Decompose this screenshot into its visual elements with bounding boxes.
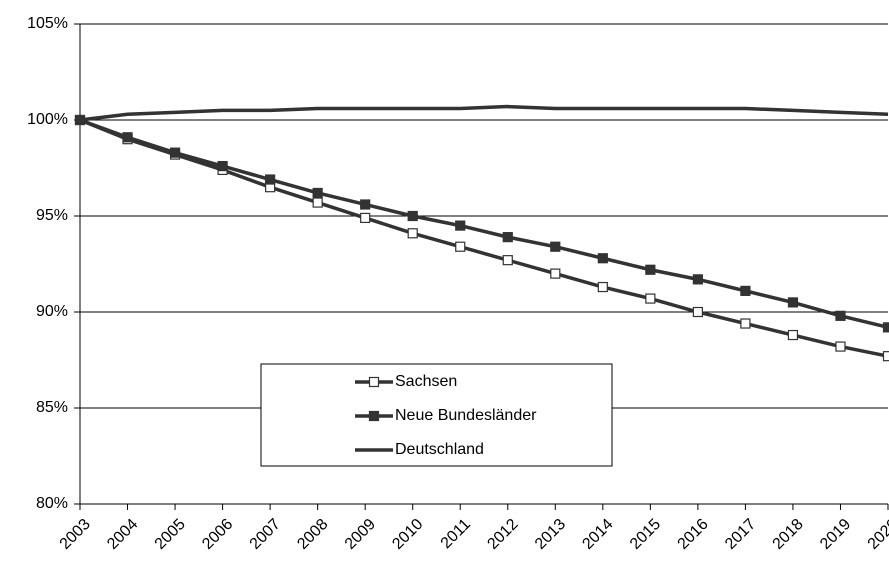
y-tick-label: 80% <box>36 495 68 512</box>
marker <box>645 264 656 275</box>
marker <box>692 274 703 285</box>
marker <box>360 199 371 210</box>
marker <box>740 318 751 329</box>
x-tick-label: 2011 <box>438 516 474 552</box>
marker <box>692 306 703 318</box>
marker <box>502 255 513 266</box>
x-tick-label: 2009 <box>342 516 379 553</box>
marker <box>169 147 181 158</box>
marker <box>740 285 751 296</box>
marker <box>455 220 466 231</box>
marker <box>597 281 608 293</box>
legend-label: Sachsen <box>395 373 457 390</box>
x-tick-label: 2004 <box>104 516 141 553</box>
x-tick-label: 2016 <box>675 516 712 553</box>
y-tick-label: 90% <box>36 303 68 320</box>
marker <box>835 310 846 321</box>
x-tick-label: 2014 <box>579 516 616 553</box>
marker <box>74 114 86 126</box>
legend-label: Deutschland <box>395 441 484 458</box>
x-tick-label: 2017 <box>722 516 759 553</box>
x-tick-label: 2010 <box>389 516 426 553</box>
marker <box>407 228 418 239</box>
marker <box>882 351 889 362</box>
marker <box>502 232 513 243</box>
y-tick-label: 100% <box>27 111 68 128</box>
x-tick-label: 2007 <box>247 516 284 553</box>
x-tick-label: 2012 <box>484 516 521 553</box>
marker <box>787 329 799 341</box>
marker <box>368 376 380 388</box>
x-tick-label: 2006 <box>199 516 236 553</box>
marker <box>217 160 228 172</box>
marker <box>407 210 418 222</box>
marker <box>787 297 799 308</box>
marker <box>368 410 380 422</box>
marker <box>312 197 323 208</box>
x-tick-label: 2020 <box>865 516 889 553</box>
x-tick-label: 2013 <box>532 516 569 553</box>
marker <box>360 212 371 224</box>
legend-box <box>260 363 613 467</box>
x-tick-label: 2018 <box>770 516 807 553</box>
x-tick-label: 2008 <box>294 516 331 553</box>
marker <box>597 253 608 264</box>
y-tick-label: 105% <box>27 15 68 32</box>
series-line <box>79 118 889 358</box>
marker <box>265 174 276 185</box>
x-tick-label: 2019 <box>817 516 854 553</box>
marker <box>882 322 889 333</box>
marker <box>455 241 466 252</box>
legend-label: Neue Bundesländer <box>395 407 537 424</box>
x-tick-label: 2015 <box>627 516 664 553</box>
marker <box>550 268 561 279</box>
marker <box>122 132 133 143</box>
marker <box>312 187 323 199</box>
marker <box>550 241 561 252</box>
series-line <box>79 104 889 122</box>
y-tick-label: 85% <box>36 399 68 416</box>
x-tick-label: 2005 <box>152 516 189 553</box>
marker <box>645 293 656 304</box>
marker <box>835 341 846 352</box>
series-line <box>79 118 889 330</box>
x-tick-label: 2003 <box>57 516 94 553</box>
y-tick-label: 95% <box>36 207 68 224</box>
